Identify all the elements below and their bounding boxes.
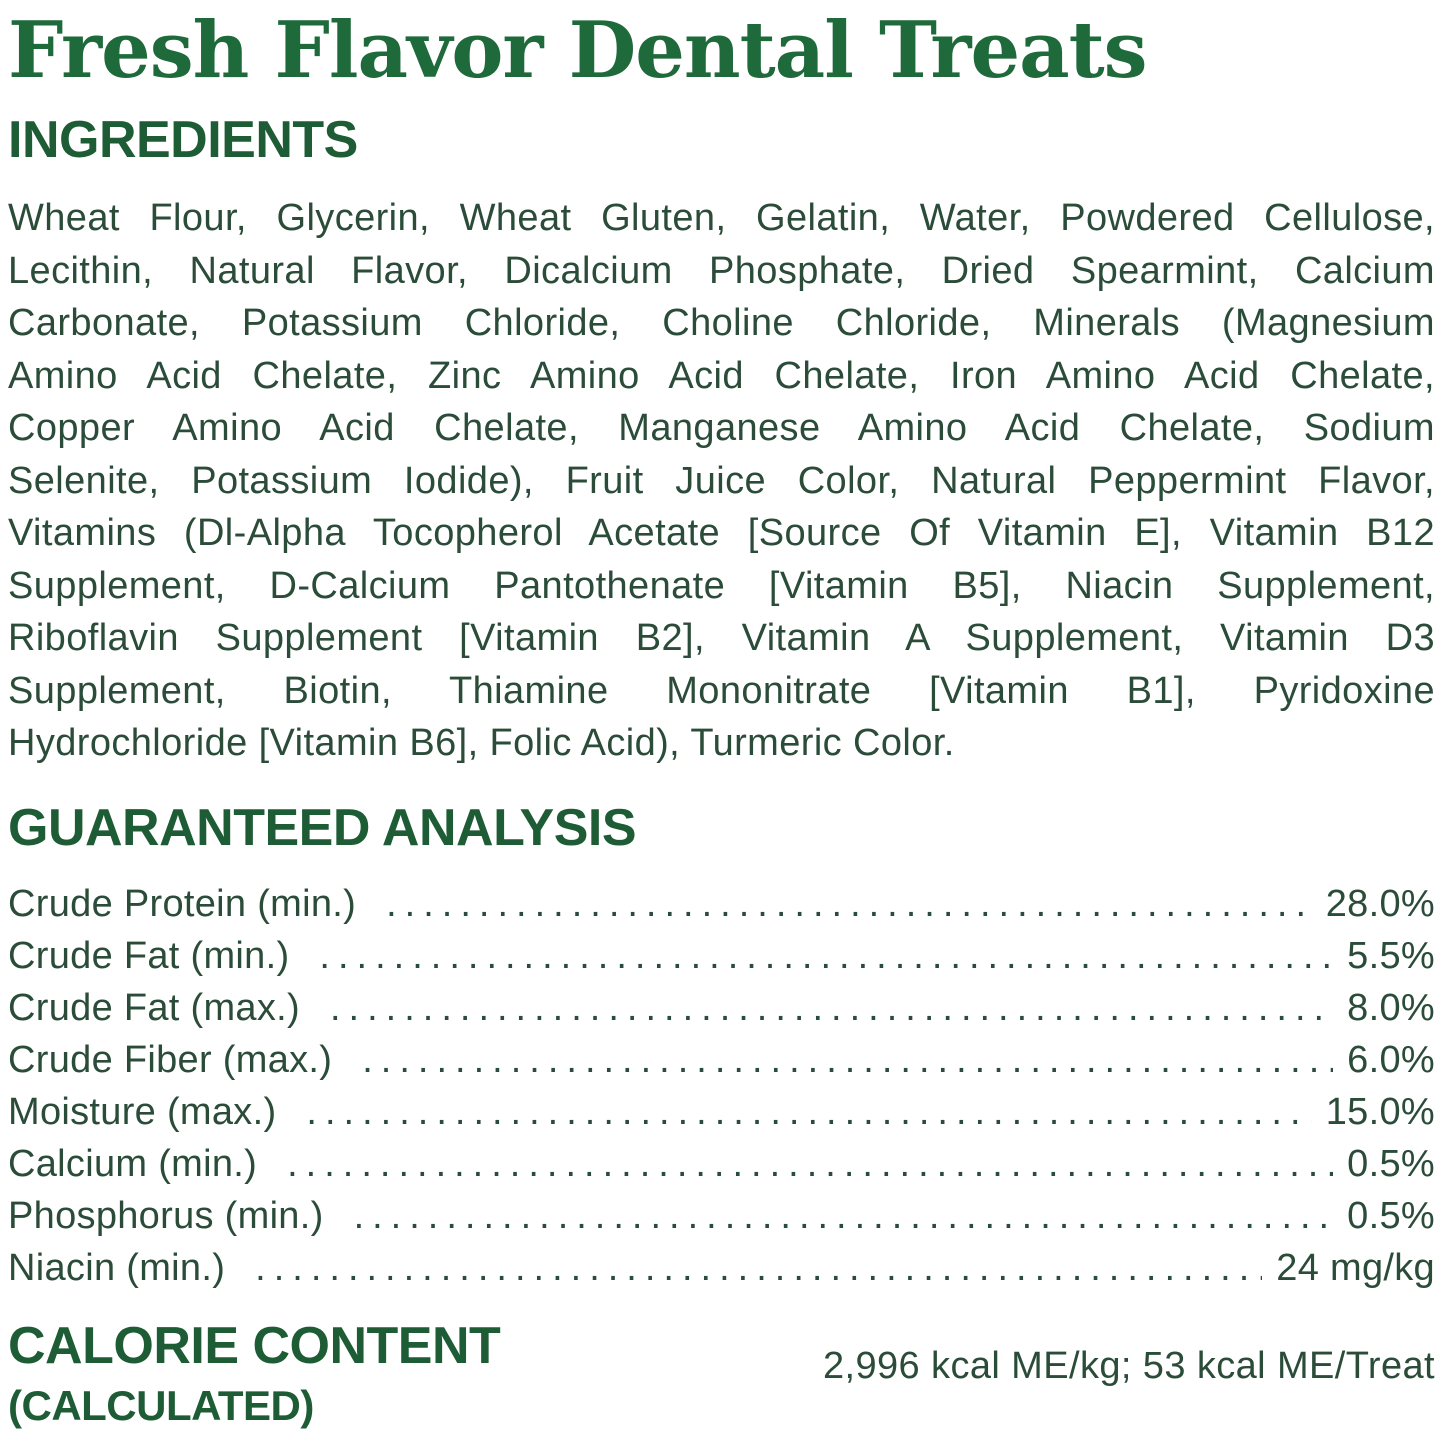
ingredients-line: Supplement, Biotin, Thiamine Mononitrate…: [8, 669, 1435, 712]
analysis-row: Calcium (min.) 0.5%: [8, 1138, 1435, 1190]
analysis-row: Crude Fat (min.) 5.5%: [8, 930, 1435, 982]
dot-leader: [362, 1034, 1333, 1086]
analysis-value: 0.5%: [1347, 1142, 1435, 1185]
analysis-label: Crude Fat (max.): [8, 986, 300, 1029]
analysis-row: Moisture (max.) 15.0%: [8, 1086, 1435, 1138]
ingredients-section: INGREDIENTS Wheat Flour, Glycerin, Wheat…: [8, 112, 1435, 770]
ingredients-line: Hydrochloride [Vitamin B6], Folic Acid),…: [8, 722, 955, 764]
ingredients-line: Selenite, Potassium Iodide), Fruit Juice…: [8, 459, 1435, 502]
calorie-content-headings: CALORIE CONTENT (CALCULATED): [8, 1316, 501, 1430]
analysis-label: Calcium (min.): [8, 1142, 258, 1185]
ingredients-line: Riboflavin Supplement [Vitamin B2], Vita…: [8, 617, 1435, 659]
analysis-row: Niacin (min.) 24 mg/kg: [8, 1242, 1435, 1294]
analysis-label: Crude Protein (min.): [8, 882, 357, 925]
ingredients-line: Wheat Flour, Glycerin, Wheat Gluten, Gel…: [8, 197, 1435, 239]
product-title: Fresh Flavor Dental Treats: [8, 5, 1148, 96]
analysis-row: Phosphorus (min.) 0.5%: [8, 1190, 1435, 1242]
dot-leader: [306, 1086, 1311, 1138]
dot-leader: [354, 1190, 1334, 1242]
guaranteed-analysis-heading: GUARANTEED ANALYSIS: [8, 798, 637, 857]
analysis-value: 15.0%: [1325, 1090, 1435, 1133]
dot-leader: [330, 982, 1333, 1034]
analysis-label: Niacin (min.): [8, 1246, 226, 1289]
dot-leader: [287, 1138, 1333, 1190]
analysis-label: Moisture (max.): [8, 1090, 277, 1133]
analysis-value: 28.0%: [1325, 882, 1435, 925]
ingredients-line: Lecithin, Natural Flavor, Dicalcium Phos…: [8, 249, 1435, 292]
guaranteed-analysis-section: GUARANTEED ANALYSIS Crude Protein (min.)…: [8, 800, 1435, 1294]
ingredients-line: Copper Amino Acid Chelate, Manganese Ami…: [8, 407, 1435, 449]
ingredients-line: Amino Acid Chelate, Zinc Amino Acid Chel…: [8, 354, 1435, 397]
dot-leader: [386, 878, 1312, 930]
calorie-content-heading: CALORIE CONTENT: [8, 1316, 501, 1375]
analysis-row: Crude Protein (min.) 28.0%: [8, 878, 1435, 930]
analysis-value: 24 mg/kg: [1276, 1246, 1435, 1289]
ingredients-line: Vitamins (Dl-Alpha Tocopherol Acetate [S…: [8, 512, 1435, 554]
analysis-value: 5.5%: [1347, 934, 1435, 977]
analysis-label: Crude Fat (min.): [8, 934, 290, 977]
guaranteed-analysis-table: Crude Protein (min.) 28.0% Crude Fat (mi…: [8, 878, 1435, 1294]
ingredients-heading: INGREDIENTS: [8, 111, 358, 169]
dot-leader: [319, 930, 1333, 982]
analysis-value: 6.0%: [1347, 1038, 1435, 1081]
dot-leader: [255, 1242, 1262, 1294]
ingredients-line: Supplement, D-Calcium Pantothenate [Vita…: [8, 564, 1435, 607]
calorie-value: 2,996 kcal ME/kg; 53 kcal ME/Treat: [823, 1344, 1435, 1387]
analysis-value: 0.5%: [1347, 1194, 1435, 1237]
ingredients-text: Wheat Flour, Glycerin, Wheat Gluten, Gel…: [8, 192, 1435, 770]
analysis-label: Phosphorus (min.): [8, 1194, 324, 1237]
analysis-row: Crude Fat (max.) 8.0%: [8, 982, 1435, 1034]
analysis-row: Crude Fiber (max.) 6.0%: [8, 1034, 1435, 1086]
calorie-content-subheading: (CALCULATED): [8, 1381, 314, 1429]
analysis-value: 8.0%: [1347, 986, 1435, 1029]
calorie-content-section: CALORIE CONTENT (CALCULATED) 2,996 kcal …: [8, 1318, 1435, 1430]
analysis-label: Crude Fiber (max.): [8, 1038, 333, 1081]
ingredients-line: Carbonate, Potassium Chloride, Choline C…: [8, 302, 1435, 344]
